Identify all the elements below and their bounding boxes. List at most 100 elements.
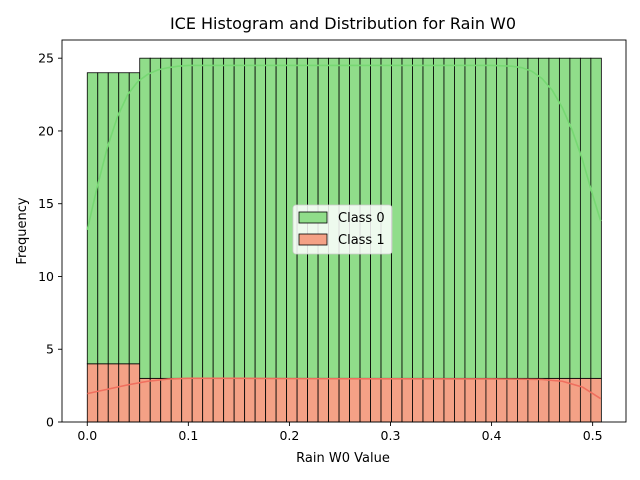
bar-class-1 bbox=[506, 377, 518, 423]
bar-class-1 bbox=[223, 377, 235, 423]
bar-class-1 bbox=[527, 377, 539, 423]
bar-class-1 bbox=[359, 377, 371, 423]
bar-class-1 bbox=[485, 377, 497, 423]
bar-class-0 bbox=[254, 57, 267, 379]
x-axis: 0.0 0.1 0.2 0.3 0.4 0.5 bbox=[77, 422, 603, 443]
bar-class-0 bbox=[590, 57, 602, 379]
bar-class-0 bbox=[118, 72, 130, 365]
bar-class-1 bbox=[97, 363, 109, 423]
bar-class-1 bbox=[128, 363, 141, 423]
bar-class-1 bbox=[380, 377, 392, 423]
bar-class-1 bbox=[412, 377, 424, 423]
bar-class-0 bbox=[569, 57, 581, 379]
bar-class-1 bbox=[149, 377, 162, 423]
bar-class-0 bbox=[433, 57, 445, 379]
y-tick-label: 25 bbox=[38, 51, 54, 66]
bar-class-1 bbox=[244, 377, 256, 423]
bar-class-0 bbox=[212, 57, 225, 379]
bar-class-0 bbox=[160, 57, 172, 379]
bar-class-1 bbox=[475, 377, 487, 423]
x-tick-label: 0.0 bbox=[77, 428, 97, 443]
bar-class-0 bbox=[475, 57, 487, 379]
bar-class-0 bbox=[265, 57, 277, 379]
bar-class-1 bbox=[338, 377, 350, 423]
kde-line-class-1 bbox=[87, 377, 602, 400]
y-axis: 0 5 10 15 20 25 bbox=[38, 51, 62, 430]
bar-class-0 bbox=[223, 57, 235, 379]
x-axis-title: Rain W0 Value bbox=[296, 451, 390, 466]
bar-class-0 bbox=[191, 57, 204, 379]
bar-class-1 bbox=[538, 377, 550, 423]
bar-class-0 bbox=[275, 57, 288, 379]
bar-class-1 bbox=[422, 377, 434, 423]
y-tick-label: 20 bbox=[38, 123, 54, 138]
bar-class-1 bbox=[286, 377, 298, 423]
bar-class-0 bbox=[579, 57, 592, 379]
bar-class-1 bbox=[139, 377, 151, 423]
bar-class-0 bbox=[454, 57, 466, 379]
bar-class-0 bbox=[527, 57, 539, 379]
bar-class-0 bbox=[202, 57, 214, 379]
bar-class-0 bbox=[464, 57, 476, 379]
bar-class-1 bbox=[160, 377, 172, 423]
bar-class-1 bbox=[443, 377, 455, 423]
bar-class-1 bbox=[558, 377, 571, 423]
bar-class-1 bbox=[296, 377, 308, 423]
bar-class-0 bbox=[485, 57, 497, 379]
y-tick-label: 5 bbox=[46, 342, 54, 357]
bar-class-0 bbox=[548, 57, 560, 379]
bar-class-1 bbox=[254, 377, 267, 423]
legend: Class 0 Class 1 bbox=[292, 204, 393, 255]
bar-class-0 bbox=[170, 57, 183, 379]
bar-class-1 bbox=[391, 377, 403, 423]
bar-class-0 bbox=[244, 57, 256, 379]
bar-class-0 bbox=[517, 57, 529, 379]
y-tick-label: 0 bbox=[46, 415, 54, 430]
bar-class-0 bbox=[401, 57, 413, 379]
legend-swatch-class-0 bbox=[298, 211, 328, 224]
bar-class-1 bbox=[328, 377, 340, 423]
bar-class-1 bbox=[579, 377, 592, 423]
bar-class-0 bbox=[86, 72, 99, 365]
bar-class-1 bbox=[317, 377, 329, 423]
bar-class-1 bbox=[191, 377, 204, 423]
bar-class-1 bbox=[464, 377, 476, 423]
x-tick-label: 0.3 bbox=[381, 428, 401, 443]
plot-frame bbox=[61, 39, 627, 423]
bar-class-1 bbox=[118, 363, 130, 423]
y-tick-label: 10 bbox=[38, 269, 54, 284]
bar-class-0 bbox=[422, 57, 434, 379]
bar-class-0 bbox=[538, 57, 550, 379]
bar-class-1 bbox=[433, 377, 445, 423]
plot-lines bbox=[86, 64, 602, 400]
bar-class-1 bbox=[170, 377, 183, 423]
x-tick-label: 0.1 bbox=[178, 428, 198, 443]
bar-class-1 bbox=[548, 377, 560, 423]
bar-class-1 bbox=[454, 377, 466, 423]
bar-class-0 bbox=[97, 72, 109, 365]
bar-class-1 bbox=[233, 377, 246, 423]
chart-title: ICE Histogram and Distribution for Rain … bbox=[170, 14, 516, 33]
bar-class-0 bbox=[496, 57, 508, 379]
bar-class-1 bbox=[107, 363, 120, 423]
legend-swatch-class-1 bbox=[298, 233, 328, 246]
bar-class-0 bbox=[233, 57, 246, 379]
bar-class-0 bbox=[149, 57, 162, 379]
x-tick-label: 0.5 bbox=[583, 428, 603, 443]
bar-class-0 bbox=[139, 57, 151, 379]
legend-label-class-0: Class 0 bbox=[338, 211, 385, 226]
kde-line-class-0 bbox=[86, 64, 602, 231]
bar-class-0 bbox=[506, 57, 518, 379]
bar-class-1 bbox=[401, 377, 413, 423]
bar-class-1 bbox=[202, 377, 214, 423]
bar-class-1 bbox=[370, 377, 382, 423]
bar-class-1 bbox=[275, 377, 288, 423]
bar-class-0 bbox=[443, 57, 455, 379]
bar-class-1 bbox=[349, 377, 361, 423]
bar-class-1 bbox=[307, 377, 319, 423]
bar-class-1 bbox=[265, 377, 277, 423]
y-axis-title: Frequency bbox=[15, 197, 30, 264]
bar-class-0 bbox=[128, 72, 141, 365]
bar-class-0 bbox=[181, 57, 193, 379]
